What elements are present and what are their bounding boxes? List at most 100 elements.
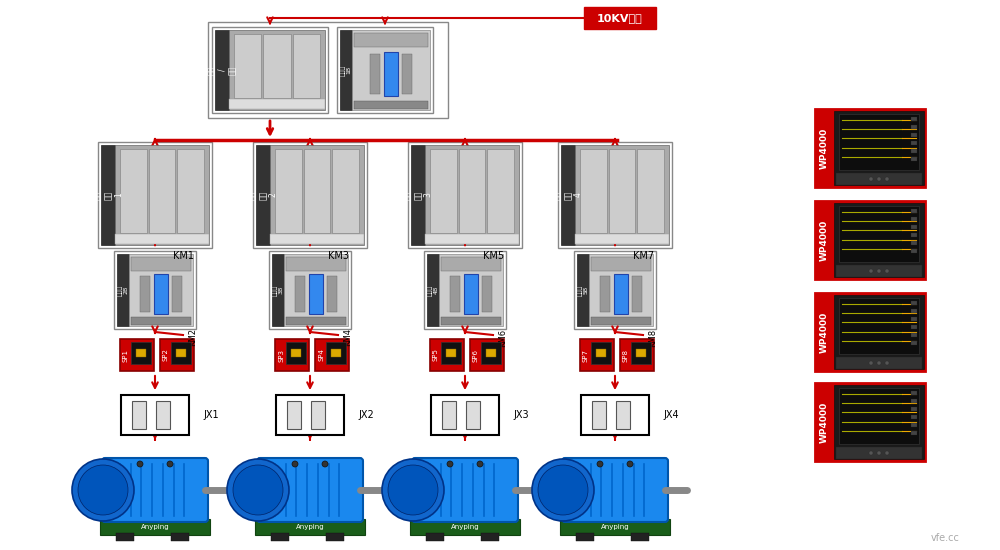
Bar <box>286 342 306 364</box>
Bar <box>154 274 168 314</box>
Circle shape <box>532 459 594 521</box>
Bar <box>580 149 607 233</box>
Bar <box>332 149 359 233</box>
Text: SP1: SP1 <box>123 349 129 361</box>
Bar <box>481 533 499 541</box>
Text: 数字
电源
4: 数字 电源 4 <box>553 190 583 200</box>
Bar <box>834 385 924 459</box>
Bar <box>834 111 924 185</box>
Circle shape <box>877 361 881 365</box>
Bar <box>131 317 191 325</box>
Bar <box>354 33 428 47</box>
Bar <box>131 342 151 364</box>
Bar <box>591 257 651 271</box>
Bar <box>177 149 204 233</box>
Circle shape <box>877 451 881 455</box>
Bar <box>558 142 672 248</box>
Bar <box>616 401 630 429</box>
Bar <box>117 254 129 326</box>
Bar <box>149 149 175 233</box>
Bar <box>234 34 261 98</box>
Bar <box>577 254 589 326</box>
Bar <box>172 276 182 312</box>
Circle shape <box>227 459 289 521</box>
Bar <box>327 276 337 312</box>
Bar <box>596 349 606 357</box>
Bar <box>120 149 147 233</box>
Circle shape <box>382 459 444 521</box>
Text: KM2: KM2 <box>188 328 198 346</box>
Text: 数字
电源
1: 数字 电源 1 <box>93 190 123 200</box>
Bar <box>284 254 348 326</box>
Text: 变压器
1B: 变压器 1B <box>340 64 352 75</box>
Bar <box>446 349 456 357</box>
Bar <box>815 383 925 461</box>
Bar <box>430 339 464 371</box>
Bar <box>115 145 209 245</box>
Bar <box>620 339 654 371</box>
Bar <box>911 141 917 145</box>
Bar <box>275 149 302 233</box>
Bar <box>253 142 367 248</box>
Text: KM1: KM1 <box>173 251 194 261</box>
Circle shape <box>869 361 873 365</box>
Bar <box>481 342 501 364</box>
Text: SP2: SP2 <box>163 349 169 361</box>
Circle shape <box>885 451 889 455</box>
Bar <box>632 276 642 312</box>
Bar <box>487 149 514 233</box>
Bar <box>270 234 364 244</box>
Circle shape <box>233 465 283 515</box>
Bar <box>459 149 485 233</box>
Bar <box>431 395 499 435</box>
Bar <box>911 149 917 153</box>
Bar <box>911 157 917 161</box>
Bar <box>614 274 628 314</box>
Text: SP8: SP8 <box>623 349 629 361</box>
Bar <box>911 225 917 229</box>
Bar <box>911 249 917 253</box>
Bar <box>120 339 154 371</box>
Bar <box>115 234 209 244</box>
Bar <box>171 533 189 541</box>
Bar <box>584 7 656 29</box>
Bar <box>272 254 284 326</box>
Bar <box>581 395 649 435</box>
Bar <box>839 298 919 354</box>
Circle shape <box>877 269 881 273</box>
Text: WP4000: WP4000 <box>820 219 828 261</box>
Text: WP4000: WP4000 <box>820 402 828 443</box>
Circle shape <box>137 461 143 467</box>
Bar <box>269 251 351 329</box>
Bar <box>560 519 670 535</box>
Bar <box>911 233 917 237</box>
Bar <box>98 142 212 248</box>
Bar <box>132 401 146 429</box>
Bar <box>427 254 439 326</box>
Bar <box>116 533 134 541</box>
Circle shape <box>447 461 453 467</box>
Bar <box>836 173 922 185</box>
Text: JX3: JX3 <box>513 410 529 420</box>
Bar <box>276 395 344 435</box>
Bar <box>426 533 444 541</box>
Bar <box>561 145 575 245</box>
Bar <box>486 349 496 357</box>
Bar <box>293 34 320 98</box>
Bar <box>229 30 325 110</box>
Bar <box>591 342 611 364</box>
Bar <box>575 145 669 245</box>
Bar <box>631 533 649 541</box>
Bar <box>911 133 917 137</box>
Bar <box>911 209 917 213</box>
Bar <box>121 395 189 435</box>
Circle shape <box>869 269 873 273</box>
Bar <box>911 241 917 245</box>
Bar <box>580 339 614 371</box>
Text: SP4: SP4 <box>318 349 324 361</box>
Bar <box>836 357 922 369</box>
Bar <box>815 202 833 278</box>
Bar <box>354 101 428 109</box>
Bar <box>176 349 186 357</box>
Text: 数字
电源
3: 数字 电源 3 <box>403 190 433 200</box>
